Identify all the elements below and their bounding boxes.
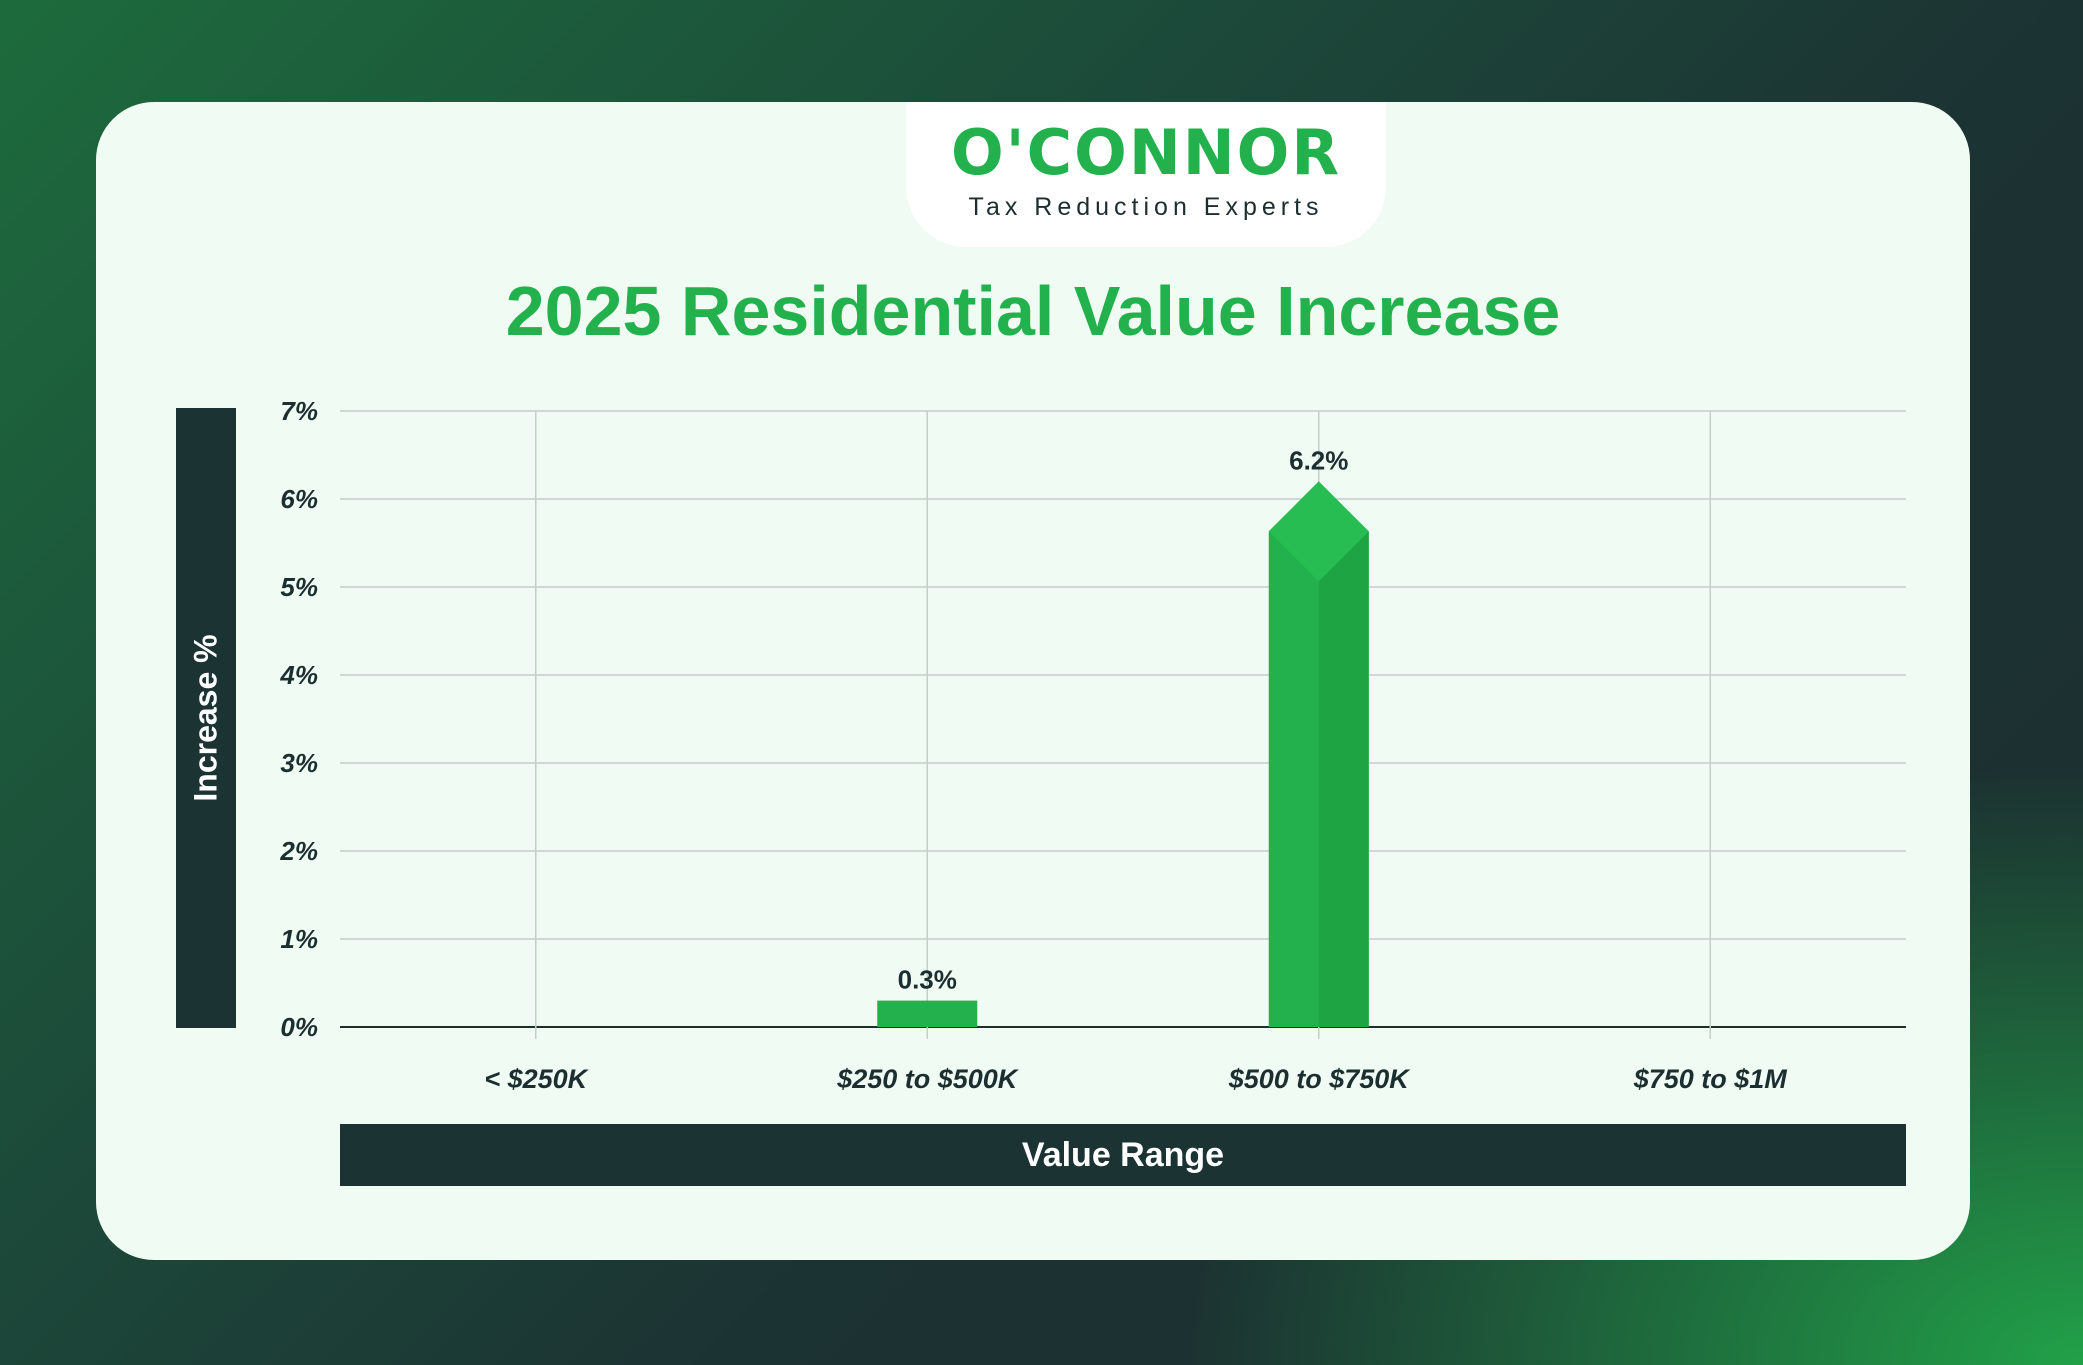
x-tick-label: < $250K (484, 1064, 589, 1094)
brand-name: O'CONNOR (950, 116, 1342, 189)
bar-body (877, 1000, 978, 1027)
y-tick-label: 5% (280, 572, 318, 602)
bars (877, 481, 1369, 1027)
y-tick-label: 3% (280, 748, 318, 778)
x-tick-label: $500 to $750K (1228, 1064, 1412, 1094)
grid-lines (340, 410, 1906, 1039)
data-labels: 0.3% 6.2% (898, 445, 1349, 994)
bar-shade (1318, 531, 1369, 1027)
bar (877, 1000, 978, 1027)
x-tick-label: $750 to $1M (1633, 1064, 1788, 1094)
chart-title: 2025 Residential Value Increase (505, 272, 1561, 350)
x-tick-label: $250 to $500K (836, 1064, 1020, 1094)
x-axis-label: Value Range (340, 1124, 1906, 1186)
x-tick-labels: < $250K $250 to $500K $500 to $750K $750 to… (484, 1064, 1787, 1094)
bar (1268, 481, 1369, 1027)
chart-card: O'CONNOR Tax Reduction Experts 2025 Resi… (96, 102, 1970, 1260)
y-axis-label-bar (176, 408, 236, 1028)
y-tick-label: 1% (280, 924, 318, 954)
y-tick-labels: 0% 1% 2% 3% 4% 5% 6% 7% (279, 396, 318, 1042)
data-label: 6.2% (1289, 445, 1348, 475)
y-tick-label: 7% (280, 396, 318, 426)
y-tick-label: 2% (279, 836, 318, 866)
data-label: 0.3% (898, 965, 957, 995)
brand-tagline: Tax Reduction Experts (968, 193, 1324, 221)
y-tick-label: 6% (280, 484, 318, 514)
brand-logo: O'CONNOR Tax Reduction Experts (906, 118, 1386, 222)
logo-tab (906, 102, 1386, 247)
bar-chart: 0% 1% 2% 3% 4% 5% 6% 7% 0.3% 6.2% < $250K $250 to… (279, 396, 1906, 1094)
bar-peak (1268, 481, 1369, 582)
y-tick-label: 0% (280, 1012, 318, 1042)
y-tick-label: 4% (279, 660, 318, 690)
